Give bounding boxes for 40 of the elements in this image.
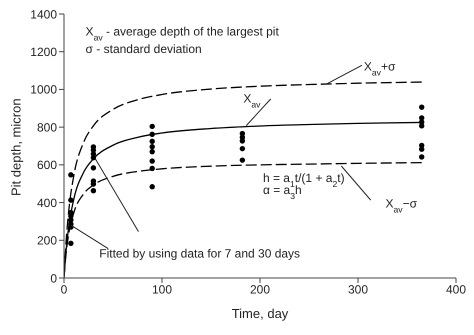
y-tick-label: 1000 [30, 82, 58, 97]
point [90, 165, 96, 171]
y-tick-label: 1200 [30, 44, 58, 59]
point [419, 123, 424, 129]
annotation: Fitted by using data for 7 and 30 days [99, 246, 300, 260]
point [150, 148, 155, 154]
annotation: σ - standard deviation [86, 42, 202, 56]
x-tick-label: 0 [60, 282, 68, 297]
y-tick-label: 0 [50, 271, 58, 286]
y-axis-title: Pit depth, micron [8, 98, 24, 196]
point [68, 172, 74, 178]
point [240, 157, 246, 163]
x-tick-label: 200 [250, 282, 270, 297]
y-tick-label: 600 [36, 158, 58, 172]
point [90, 188, 96, 194]
y-tick-label: 1400 [30, 7, 58, 22]
point [150, 166, 155, 172]
y-tick-label: 200 [36, 234, 58, 248]
series-label: X$_{av}$ [243, 92, 262, 110]
point [150, 158, 155, 164]
point [419, 154, 424, 160]
x-axis-title: Time, day [232, 306, 289, 321]
x-tick-label: 300 [348, 282, 368, 297]
point [150, 138, 155, 144]
x-tick-label: 100 [152, 282, 172, 297]
point [240, 146, 246, 152]
y-tick-label: 400 [36, 196, 58, 210]
point [68, 240, 74, 246]
point [68, 197, 74, 203]
x-tick-label: 400 [446, 282, 466, 297]
text: X$_{av}$−σ [385, 196, 418, 214]
point [419, 104, 424, 110]
annotation: X$_{av}$ - average depth of the largest pit [86, 24, 280, 43]
point [150, 132, 155, 138]
point [150, 124, 155, 130]
y-tick-label: 800 [36, 120, 58, 134]
point [150, 184, 155, 190]
point [150, 144, 155, 150]
point [419, 146, 424, 152]
series-label: X$_{av}$+σ [364, 60, 396, 78]
